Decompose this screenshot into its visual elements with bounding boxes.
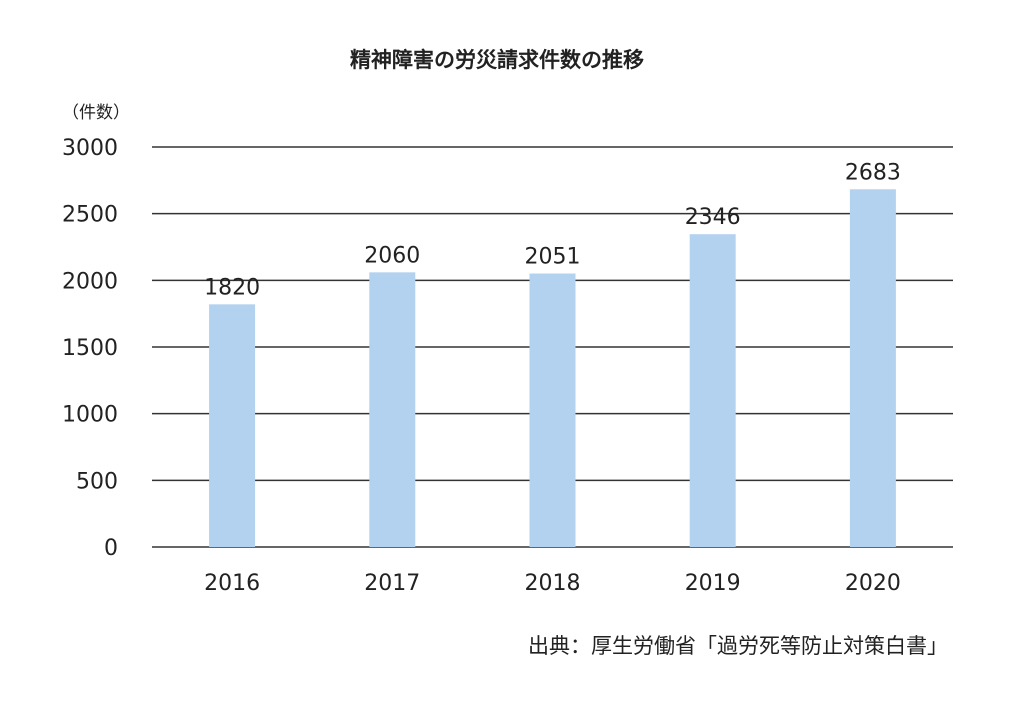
x-tick-label-2019: 2019 xyxy=(685,571,741,596)
bars xyxy=(209,189,896,547)
y-tick-label: 0 xyxy=(104,536,118,561)
bar-2020 xyxy=(849,189,896,547)
y-tick-label: 2500 xyxy=(62,203,118,228)
data-label-2018: 2051 xyxy=(525,245,581,270)
x-tick-labels: 2016 2017 2018 2019 2020 xyxy=(204,571,901,596)
x-tick-label-2020: 2020 xyxy=(845,571,901,596)
y-tick-label: 1000 xyxy=(62,403,118,428)
source-note: 出典：厚生労働省「過労死等防止対策白書」 xyxy=(528,634,948,658)
chart-title: 精神障害の労災請求件数の推移 xyxy=(350,48,644,72)
x-tick-label-2016: 2016 xyxy=(204,571,260,596)
bar-2019 xyxy=(689,234,736,547)
data-label-2017: 2060 xyxy=(364,243,420,268)
data-labels: 1820 2060 2051 2346 2683 xyxy=(204,160,901,300)
y-tick-label: 3000 xyxy=(62,136,118,161)
y-axis-unit-label: （件数） xyxy=(62,103,130,123)
data-label-2020: 2683 xyxy=(845,160,901,185)
data-label-2016: 1820 xyxy=(204,275,260,300)
bar-2017 xyxy=(369,272,416,547)
x-tick-label-2017: 2017 xyxy=(364,571,420,596)
y-tick-label: 500 xyxy=(76,469,118,494)
y-tick-label: 2000 xyxy=(62,269,118,294)
y-tick-labels: 0 500 1000 1500 2000 2500 3000 xyxy=(62,136,118,561)
bar-2016 xyxy=(209,304,256,547)
data-label-2019: 2346 xyxy=(685,205,741,230)
x-tick-label-2018: 2018 xyxy=(525,571,581,596)
y-tick-label: 1500 xyxy=(62,336,118,361)
bar-2018 xyxy=(529,273,576,547)
